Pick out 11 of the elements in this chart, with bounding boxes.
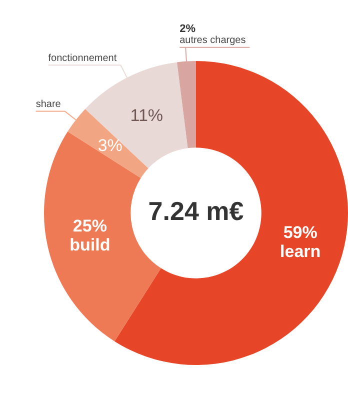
data-label: 2% [180, 22, 196, 35]
slice-label: build [70, 235, 110, 254]
text: 7.24 m€ [148, 196, 244, 226]
slice-label: learn [280, 242, 321, 262]
data-label: 11% [130, 106, 164, 125]
data-label: 3% [98, 136, 122, 156]
data-label: 25% [72, 216, 107, 236]
slice-label: share [36, 99, 62, 110]
slice-label: fonctionnement [48, 52, 117, 64]
data-label: 59% [283, 223, 318, 242]
slice-label: autres charges [180, 35, 246, 46]
